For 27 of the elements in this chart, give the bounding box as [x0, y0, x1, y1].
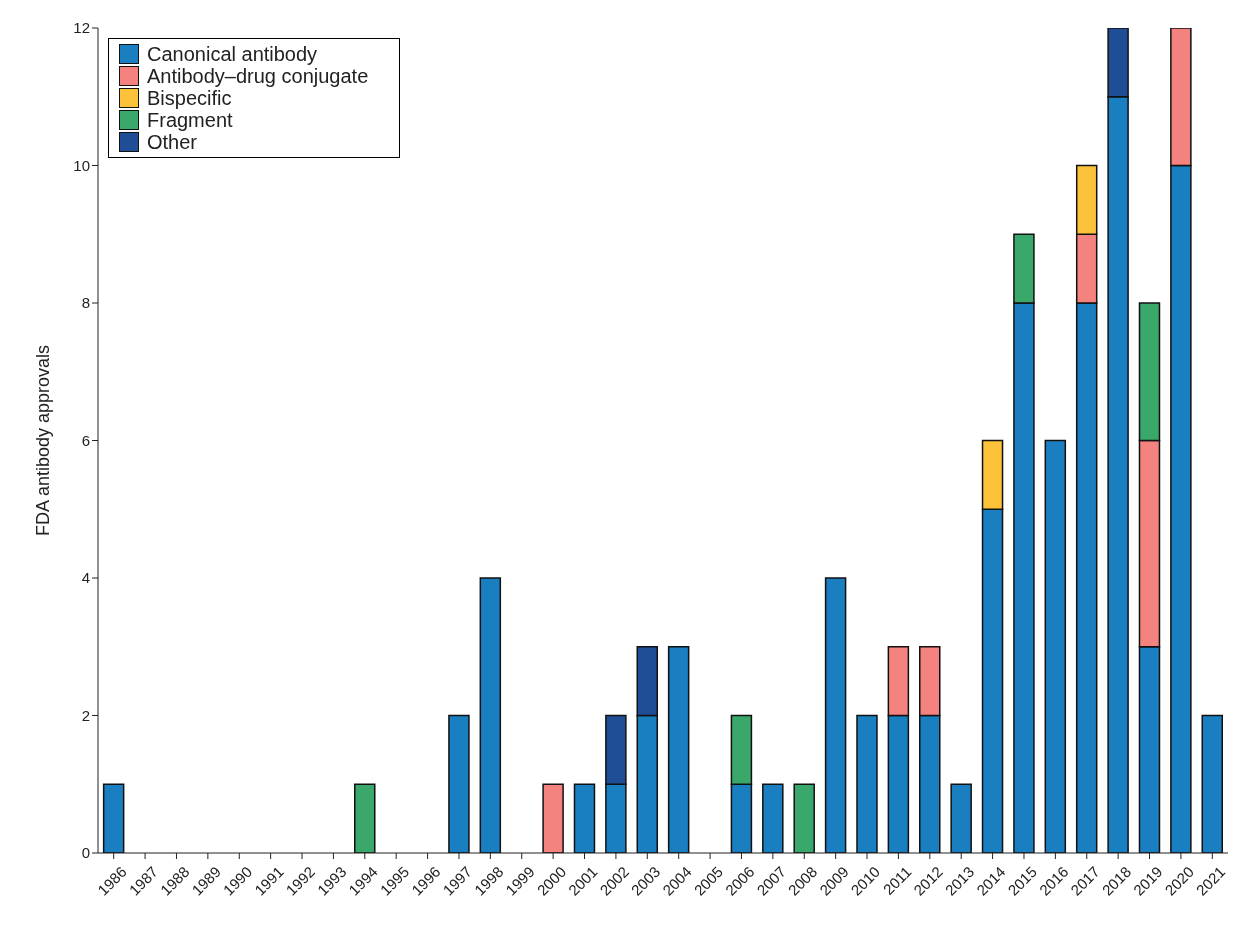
bar [1201, 714, 1224, 853]
bar [950, 783, 972, 853]
bar [448, 714, 470, 853]
legend-label: Antibody–drug conjugate [147, 65, 369, 87]
bar [542, 783, 564, 853]
bar [762, 783, 784, 853]
legend-label: Fragment [147, 109, 233, 131]
legend-label: Bispecific [147, 87, 232, 109]
bar [667, 646, 690, 853]
y-tick-label: 2 [81, 706, 90, 724]
y-tick-label: 4 [81, 569, 90, 587]
bar [573, 783, 596, 853]
bar [793, 783, 815, 853]
bar [1044, 439, 1067, 853]
y-axis-title: FDA antibody approvals [33, 344, 54, 537]
y-tick-label: 0 [81, 844, 90, 862]
y-tick-label: 12 [73, 19, 90, 37]
y-tick-label: 10 [73, 156, 90, 174]
legend-label: Canonical antibody [147, 43, 318, 65]
bar [856, 714, 878, 853]
bar [354, 783, 376, 853]
y-tick-label: 6 [81, 431, 90, 449]
bar [824, 577, 847, 853]
legend-label: Other [147, 131, 198, 153]
y-tick-label: 8 [81, 294, 90, 312]
bar [102, 783, 125, 853]
bar [479, 577, 502, 853]
